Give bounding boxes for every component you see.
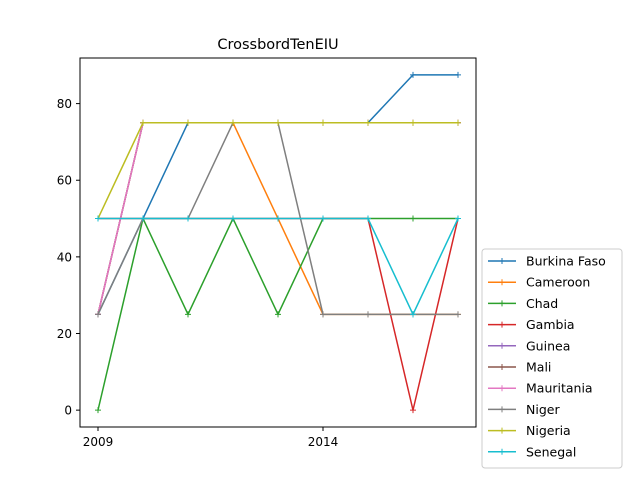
data-point: [365, 119, 371, 126]
x-axis: 2009 2014: [83, 427, 339, 449]
data-point: [365, 311, 371, 318]
legend: Burkina Faso Cameroon Chad Gambia Guinea Mali…: [481, 248, 623, 469]
data-point: [455, 119, 461, 126]
x-tick-label: 2014: [308, 435, 339, 449]
legend-label: Cameroon: [526, 275, 590, 290]
data-point: [275, 215, 281, 222]
legend-marker: [499, 300, 505, 307]
y-tick-label: 60: [57, 174, 72, 188]
y-tick-label: 40: [57, 250, 72, 264]
legend-label: Gambia: [526, 317, 575, 332]
legend-item: Niger: [488, 402, 560, 417]
legend-item: Chad: [488, 296, 558, 311]
legend-marker: [499, 385, 505, 392]
y-tick-label: 20: [57, 327, 72, 341]
data-point: [455, 71, 461, 78]
data-point: [230, 119, 236, 126]
data-point: [185, 311, 191, 318]
series-line: [97, 74, 458, 315]
legend-item: Burkina Faso: [488, 254, 606, 269]
series-senegal: [95, 215, 461, 318]
legend-box: [481, 248, 623, 469]
data-point: [320, 119, 326, 126]
data-point: [95, 215, 101, 222]
legend-label: Niger: [526, 402, 560, 417]
legend-marker: [499, 279, 505, 286]
plot-lines: [95, 71, 461, 414]
legend-marker: [499, 258, 505, 264]
legend-item: Mauritania: [488, 381, 593, 396]
legend-label: Mali: [526, 360, 551, 375]
legend-label: Chad: [526, 296, 558, 311]
data-point: [185, 215, 191, 222]
series-line: [97, 122, 458, 219]
data-point: [275, 311, 281, 318]
data-point: [95, 407, 101, 414]
legend-label: Guinea: [526, 338, 570, 353]
plot-frame: [79, 57, 477, 428]
legend-label: Burkina Faso: [526, 254, 606, 269]
legend-label: Nigeria: [526, 423, 571, 438]
data-point: [320, 311, 326, 318]
data-point: [275, 119, 281, 126]
data-point: [320, 215, 326, 222]
data-point: [230, 215, 236, 222]
x-tick-label: 2009: [83, 435, 114, 449]
data-point: [140, 119, 146, 126]
data-point: [410, 215, 416, 222]
legend-item: Cameroon: [488, 275, 590, 290]
legend-item: Nigeria: [488, 423, 571, 438]
legend-item: Guinea: [488, 338, 570, 353]
legend-marker: [499, 321, 505, 328]
legend-label: Mauritania: [526, 381, 593, 396]
legend-marker: [499, 364, 505, 370]
legend-label: Senegal: [526, 444, 576, 459]
data-point: [410, 119, 416, 126]
legend-marker: [499, 406, 505, 413]
data-point: [185, 119, 191, 126]
data-point: [410, 407, 416, 414]
y-axis: 0 20 40 60 80: [57, 97, 80, 418]
y-tick-label: 80: [57, 97, 72, 111]
series-burkina-faso: [95, 71, 461, 318]
series-nigeria: [95, 119, 461, 222]
data-point: [455, 215, 461, 222]
legend-marker: [499, 448, 505, 455]
data-point: [365, 215, 371, 222]
data-point: [410, 71, 416, 78]
legend-item: Senegal: [488, 444, 576, 459]
data-point: [410, 311, 416, 318]
legend-marker: [499, 427, 505, 434]
data-point: [95, 311, 101, 318]
chart-title: CrossbordTenEIU: [217, 37, 338, 53]
legend-marker: [499, 342, 505, 349]
legend-item: Gambia: [488, 317, 575, 332]
legend-item: Mali: [488, 360, 551, 375]
data-point: [455, 311, 461, 318]
series-line: [98, 217, 459, 317]
data-point: [140, 215, 146, 222]
y-tick-label: 0: [64, 404, 72, 418]
